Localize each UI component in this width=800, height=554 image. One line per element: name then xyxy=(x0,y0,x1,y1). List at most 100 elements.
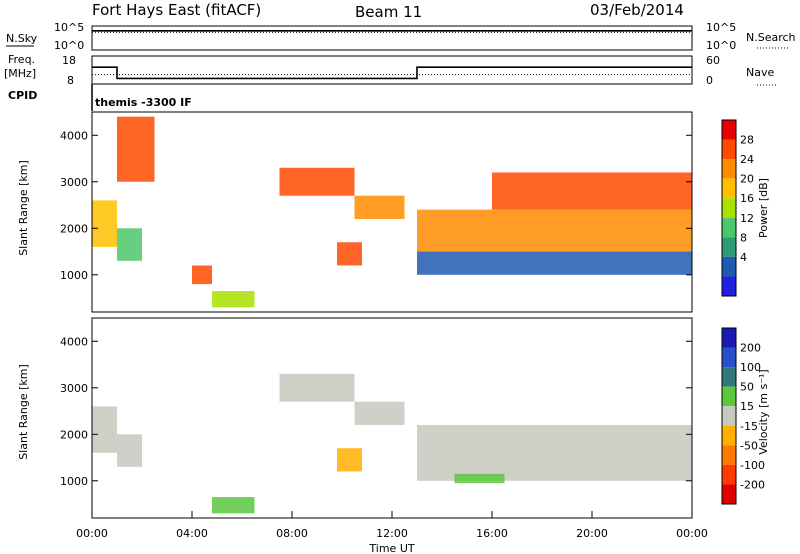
velocity-x-ticks: 00:00 04:00 08:00 12:00 16:00 20:00 00:00 xyxy=(76,511,708,540)
velocity-colorbar-swatch-7 xyxy=(722,464,736,485)
nave-tick-bottom: 0 xyxy=(706,74,713,87)
velocity-ytick-label-0: 4000 xyxy=(60,335,88,348)
nsky-tick-top: 10^5 xyxy=(54,21,84,34)
power-heatmap xyxy=(92,116,692,308)
cpid-text: themis -3300 IF xyxy=(95,96,192,109)
freq-panel-frame xyxy=(91,55,693,85)
velocity-xlabel: Time UT xyxy=(368,542,414,554)
velocity-colorbar-tick-4: -15 xyxy=(740,420,758,433)
freq-unit: [MHz] xyxy=(4,67,36,80)
date-title: 03/Feb/2014 xyxy=(590,1,684,19)
cpid-label: CPID xyxy=(8,89,37,102)
power-region-5 xyxy=(279,167,355,196)
power-colorbar-swatch-7 xyxy=(722,256,736,277)
power-colorbar-swatch-1 xyxy=(722,139,736,160)
beam-title: Beam 11 xyxy=(355,3,422,21)
power-panel-frame xyxy=(91,111,693,313)
freq-label: Freq. xyxy=(8,53,35,66)
power-colorbar-swatch-4 xyxy=(722,198,736,218)
power-ytick-label-1: 3000 xyxy=(60,176,88,189)
power-colorbar-tick-2: 20 xyxy=(740,173,754,186)
velocity-region-4 xyxy=(337,448,362,472)
velocity-region-2 xyxy=(212,497,255,514)
velocity-colorbar-swatch-1 xyxy=(722,347,736,368)
power-ytick-label-3: 1000 xyxy=(60,269,88,282)
power-colorbar-tick-6: 4 xyxy=(740,251,747,264)
nsky-tick-bottom: 10^0 xyxy=(54,39,84,52)
velocity-y-ticks: 4000 3000 2000 1000 xyxy=(60,335,692,488)
velocity-xtick-label-0: 00:00 xyxy=(76,527,108,540)
station-title: Fort Hays East (fitACF) xyxy=(92,1,261,19)
velocity-region-3 xyxy=(279,373,355,402)
velocity-region-5 xyxy=(354,401,405,425)
velocity-colorbar-swatch-6 xyxy=(722,445,736,465)
nsearch-tick-bottom: 10^0 xyxy=(706,39,736,52)
power-colorbar-swatch-6 xyxy=(722,237,736,257)
power-colorbar-swatch-0 xyxy=(722,120,736,140)
power-colorbar-tick-0: 28 xyxy=(740,134,754,147)
velocity-colorbar-swatch-4 xyxy=(722,406,736,426)
nave-label: Nave xyxy=(746,66,774,79)
velocity-colorbar-swatch-0 xyxy=(722,328,736,348)
velocity-colorbar-tick-2: 50 xyxy=(740,381,754,394)
power-colorbar-swatch-5 xyxy=(722,217,736,238)
velocity-colorbar-tick-1: 100 xyxy=(740,361,761,374)
power-colorbar-tick-4: 12 xyxy=(740,212,754,225)
velocity-ylabel: Slant Range [km] xyxy=(17,364,30,460)
velocity-colorbar-swatch-8 xyxy=(722,484,736,504)
freq-series-line xyxy=(92,66,692,80)
velocity-colorbar-swatch-2 xyxy=(722,367,736,387)
velocity-region-6 xyxy=(417,424,692,481)
velocity-region-1 xyxy=(117,434,142,467)
velocity-ytick-label-1: 3000 xyxy=(60,382,88,395)
nsearch-label: N.Search xyxy=(746,31,796,44)
velocity-xtick-label-4: 16:00 xyxy=(476,527,508,540)
velocity-colorbar-tick-5: -50 xyxy=(740,439,758,452)
velocity-colorbar-tick-7: -200 xyxy=(740,478,765,491)
velocity-xtick-label-5: 20:00 xyxy=(576,527,608,540)
power-colorbar-label: Power [dB] xyxy=(757,178,770,238)
power-ylabel: Slant Range [km] xyxy=(17,160,30,256)
power-region-8 xyxy=(417,251,692,275)
nsky-label: N.Sky xyxy=(6,32,38,45)
power-colorbar-swatch-2 xyxy=(722,159,736,179)
power-region-6 xyxy=(337,242,362,266)
power-region-1 xyxy=(117,228,142,261)
power-ytick-label-0: 4000 xyxy=(60,129,88,142)
velocity-colorbar-tick-3: 15 xyxy=(740,400,754,413)
velocity-colorbar-tick-6: -100 xyxy=(740,459,765,472)
velocity-xtick-label-3: 12:00 xyxy=(376,527,408,540)
power-region-10 xyxy=(492,172,692,210)
velocity-colorbar-frame xyxy=(721,327,737,505)
power-colorbar-swatch-3 xyxy=(722,178,736,199)
freq-tick-bottom: 8 xyxy=(67,74,74,87)
velocity-xtick-label-1: 04:00 xyxy=(176,527,208,540)
velocity-region-7 xyxy=(454,473,505,484)
power-colorbar-swatch-8 xyxy=(722,276,736,296)
velocity-ytick-label-2: 2000 xyxy=(60,428,88,441)
velocity-colorbar-label: Velocity [m s⁻¹] xyxy=(757,369,770,454)
velocity-colorbar-swatch-3 xyxy=(722,386,736,407)
velocity-colorbar-swatch-5 xyxy=(722,425,736,446)
power-region-7 xyxy=(354,195,405,219)
nsky-panel-frame xyxy=(91,25,693,51)
velocity-colorbar: 200 100 50 15 -15 -50 -100 -200 xyxy=(721,327,765,505)
power-region-9 xyxy=(417,209,692,252)
velocity-ytick-label-3: 1000 xyxy=(60,475,88,488)
power-colorbar-tick-5: 8 xyxy=(740,231,747,244)
velocity-colorbar-tick-0: 200 xyxy=(740,342,761,355)
velocity-xtick-label-6: 00:00 xyxy=(676,527,708,540)
nave-tick-top: 60 xyxy=(706,54,720,67)
power-ytick-label-2: 2000 xyxy=(60,222,88,235)
power-colorbar-tick-3: 16 xyxy=(740,192,754,205)
power-y-ticks: 4000 3000 2000 1000 xyxy=(60,129,692,282)
nsearch-tick-top: 10^5 xyxy=(706,21,736,34)
velocity-heatmap xyxy=(92,373,692,514)
power-colorbar-frame xyxy=(721,119,737,297)
power-colorbar: 28 24 20 16 12 8 4 xyxy=(721,119,754,297)
power-region-4 xyxy=(212,291,255,308)
power-region-3 xyxy=(192,265,212,285)
velocity-region-0 xyxy=(92,406,117,453)
power-region-2 xyxy=(117,116,155,182)
